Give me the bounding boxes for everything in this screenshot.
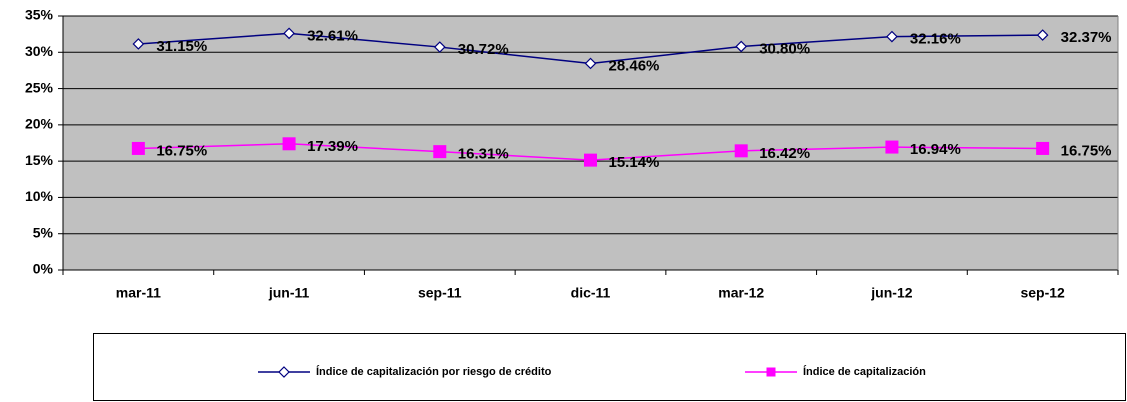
x-tick-label: sep-12 xyxy=(1020,285,1065,301)
data-label: 28.46% xyxy=(609,57,660,74)
x-tick-label: mar-12 xyxy=(718,285,764,301)
legend-marker xyxy=(278,366,290,378)
data-point xyxy=(283,27,295,40)
y-tick-label: 15% xyxy=(25,152,54,168)
x-tick-label: jun-11 xyxy=(268,285,310,301)
data-point xyxy=(735,40,748,53)
data-label: 32.61% xyxy=(307,27,358,44)
data-label: 31.15% xyxy=(156,38,207,55)
data-label: 30.72% xyxy=(458,41,509,58)
legend-label: Índice de capitalización xyxy=(803,365,926,378)
data-point xyxy=(584,57,597,70)
data-point xyxy=(282,137,296,151)
data-point xyxy=(885,140,899,154)
legend-label: Índice de capitalización por riesgo de c… xyxy=(316,365,552,378)
data-label: 17.39% xyxy=(307,138,358,155)
data-label: 30.80% xyxy=(759,40,810,57)
data-point xyxy=(433,41,446,53)
data-label: 16.75% xyxy=(156,142,207,159)
data-label: 16.94% xyxy=(910,141,961,158)
x-tick-label: mar-11 xyxy=(116,285,161,301)
y-tick-label: 0% xyxy=(33,261,54,277)
data-point xyxy=(584,153,597,167)
legend-box xyxy=(93,333,1126,401)
data-point xyxy=(886,30,898,43)
data-point xyxy=(1036,141,1050,155)
data-label: 15.14% xyxy=(609,154,660,171)
y-tick-label: 30% xyxy=(25,43,54,59)
x-tick-label: sep-11 xyxy=(418,285,462,301)
y-tick-label: 35% xyxy=(25,7,54,23)
x-tick-label: dic-11 xyxy=(571,285,611,301)
data-point xyxy=(1036,29,1049,41)
legend-marker xyxy=(766,367,776,377)
data-label: 32.37% xyxy=(1061,29,1112,46)
data-label: 16.42% xyxy=(759,145,810,162)
data-label: 32.16% xyxy=(910,31,961,48)
y-tick-label: 25% xyxy=(25,79,54,95)
y-tick-label: 5% xyxy=(33,224,54,240)
data-point xyxy=(734,144,748,158)
data-point xyxy=(131,141,145,155)
x-tick-label: jun-12 xyxy=(870,285,912,301)
data-label: 16.75% xyxy=(1061,142,1112,159)
data-point xyxy=(433,145,447,159)
data-label: 16.31% xyxy=(458,146,509,163)
data-point xyxy=(132,38,145,50)
y-tick-label: 10% xyxy=(25,188,54,204)
y-tick-label: 20% xyxy=(25,116,54,132)
